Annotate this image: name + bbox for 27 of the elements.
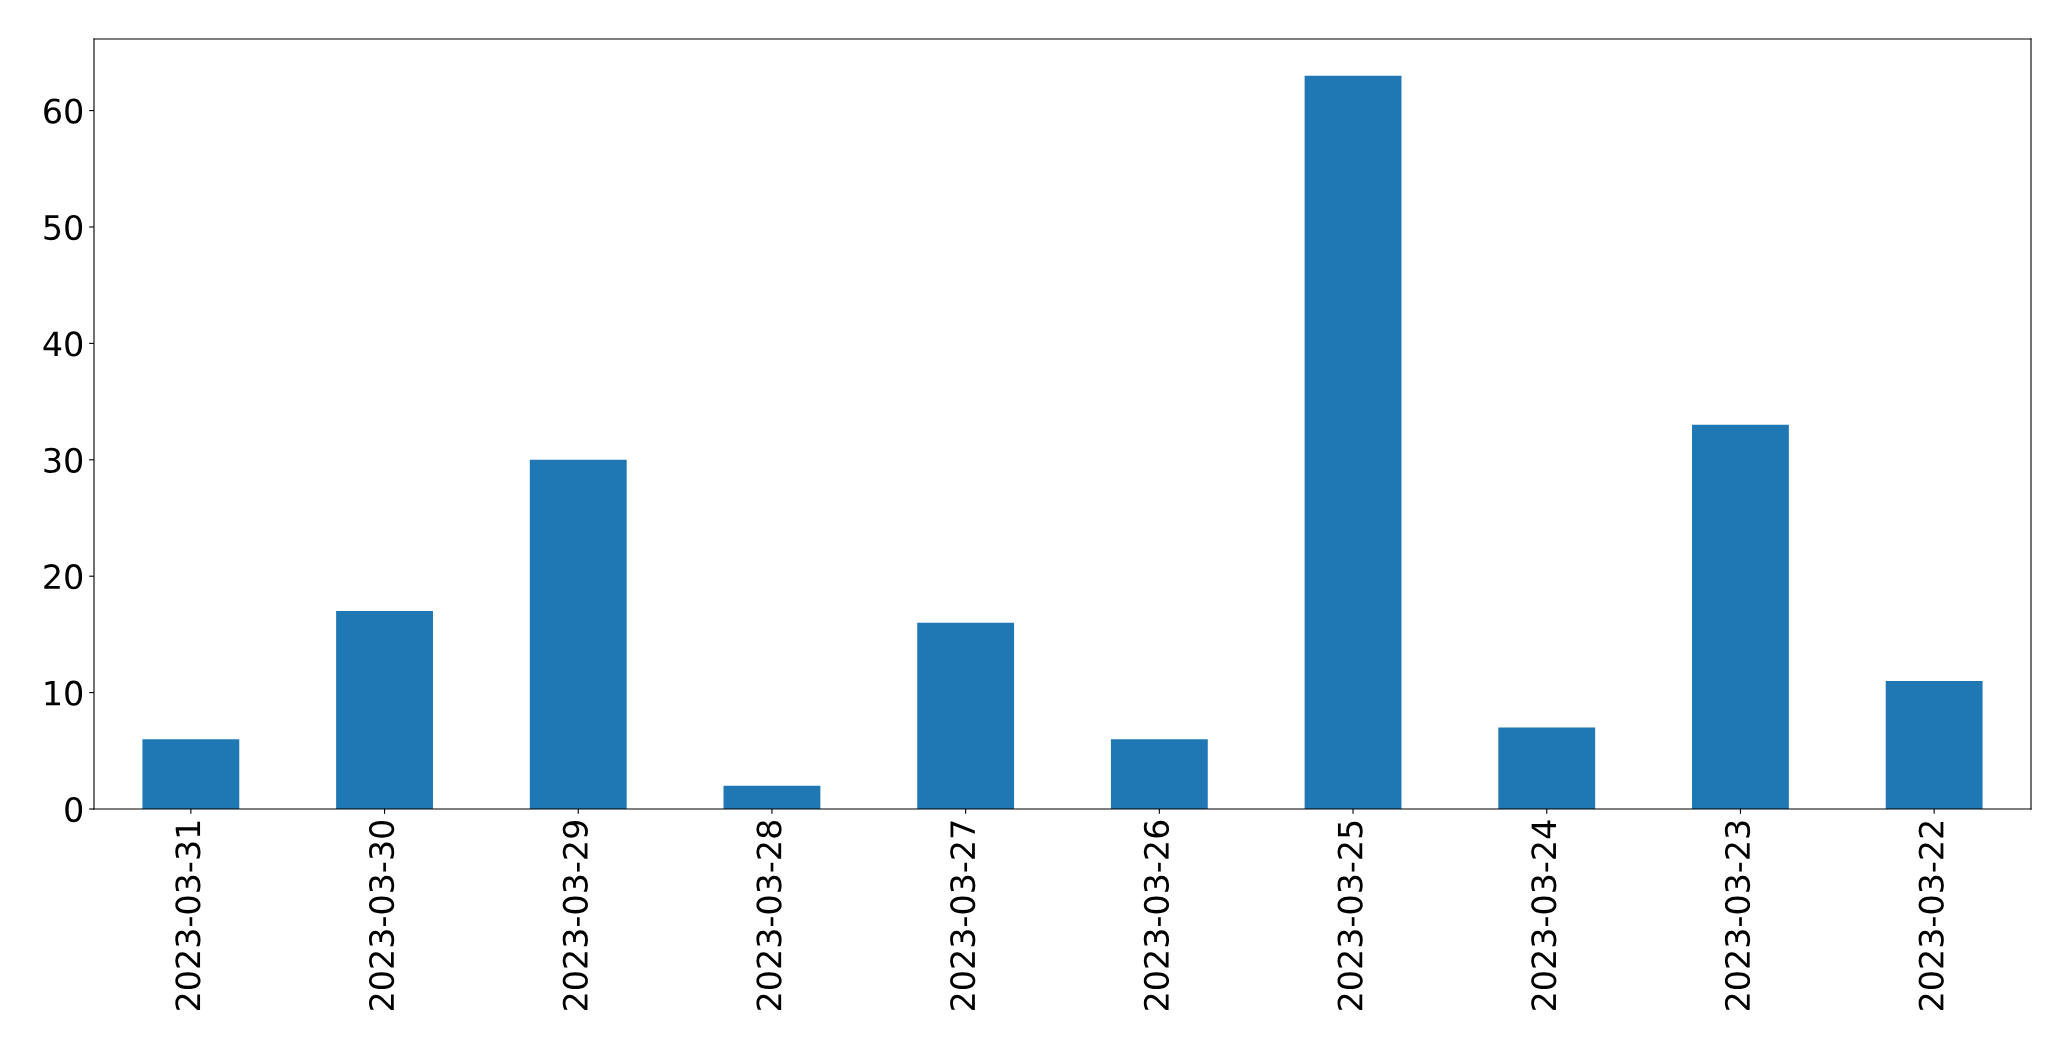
- y-tick-label: 60: [44, 98, 83, 124]
- bar: [1885, 680, 1983, 809]
- bar: [723, 785, 821, 809]
- y-tick-label: 50: [44, 214, 83, 241]
- x-tick-label: 2023-03-30: [369, 820, 395, 1010]
- x-tick-label: 2023-03-27: [950, 821, 976, 1010]
- bar: [336, 611, 433, 809]
- y-tick-label: 0: [65, 796, 83, 823]
- y-tick-label: 20: [44, 564, 83, 590]
- bar: [1692, 424, 1789, 809]
- x-tick-label: 2023-03-24: [1531, 820, 1557, 1010]
- bar: [1110, 739, 1208, 809]
- y-tick-label: 40: [43, 331, 83, 357]
- x-tick-label: 2023-03-28: [756, 821, 782, 1010]
- bar: [917, 622, 1015, 809]
- x-tick-label: 2023-03-31: [175, 821, 201, 1010]
- y-tick-label: 10: [45, 680, 83, 706]
- x-tick-label: 2023-03-23: [1724, 821, 1751, 1010]
- x-tick-label: 2023-03-25: [1337, 821, 1363, 1010]
- y-tick-label: 30: [44, 447, 83, 473]
- bar: [529, 459, 627, 809]
- x-tick-label: 2023-03-26: [1143, 820, 1170, 1010]
- x-tick-label: 2023-03-29: [562, 821, 588, 1010]
- bar: [142, 739, 240, 809]
- bar: [1498, 727, 1596, 809]
- x-tick-label: 2023-03-22: [1918, 822, 1944, 1010]
- bar: [1304, 75, 1402, 809]
